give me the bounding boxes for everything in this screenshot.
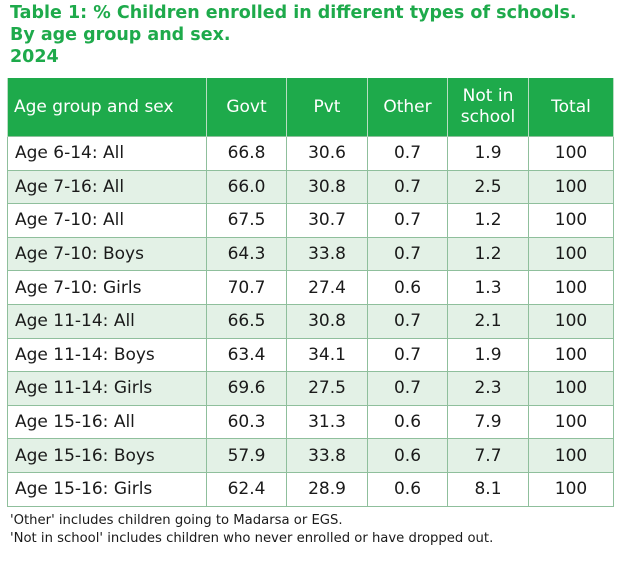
cell-pvt: 31.3 (286, 404, 368, 440)
note-not-in-school: 'Not in school' includes children who ne… (10, 531, 494, 546)
cell-pvt: 33.8 (286, 236, 368, 272)
header-other: Other (367, 78, 448, 137)
cell-total: 100 (528, 404, 614, 440)
cell-other: 0.6 (367, 270, 448, 305)
cell-pvt: 30.8 (286, 303, 368, 339)
cell-other: 0.7 (367, 371, 448, 406)
row-label: Age 7-10: All (7, 203, 207, 238)
cell-other: 0.7 (367, 236, 448, 272)
cell-other: 0.6 (367, 471, 448, 507)
cell-total: 100 (528, 438, 614, 473)
table-title: Table 1: % Children enrolled in differen… (10, 2, 615, 68)
title-line-1: Table 1: % Children enrolled in differen… (10, 3, 577, 23)
cell-govt: 66.0 (206, 169, 287, 205)
cell-govt: 67.5 (206, 203, 287, 238)
cell-not-in-school: 1.2 (447, 203, 529, 238)
cell-govt: 63.4 (206, 337, 287, 373)
note-other: 'Other' includes children going to Madar… (10, 513, 343, 528)
cell-total: 100 (528, 203, 614, 238)
cell-govt: 62.4 (206, 471, 287, 507)
cell-pvt: 34.1 (286, 337, 368, 373)
row-label: Age 15-16: All (7, 404, 207, 440)
cell-pvt: 28.9 (286, 471, 368, 507)
cell-other: 0.7 (367, 169, 448, 205)
cell-govt: 70.7 (206, 270, 287, 305)
cell-total: 100 (528, 371, 614, 406)
table-row: Age 6-14: All 66.8 30.6 0.7 1.9 100 (7, 136, 614, 171)
title-line-year: 2024 (10, 47, 59, 67)
table-row: Age 7-10: All 67.5 30.7 0.7 1.2 100 (7, 203, 614, 238)
cell-pvt: 27.4 (286, 270, 368, 305)
row-label: Age 11-14: All (7, 303, 207, 339)
cell-not-in-school: 7.7 (447, 438, 529, 473)
cell-pvt: 30.7 (286, 203, 368, 238)
cell-other: 0.6 (367, 404, 448, 440)
cell-total: 100 (528, 270, 614, 305)
row-label: Age 7-16: All (7, 169, 207, 205)
table-row: Age 15-16: Girls 62.4 28.9 0.6 8.1 100 (7, 471, 614, 507)
cell-total: 100 (528, 169, 614, 205)
cell-total: 100 (528, 136, 614, 171)
header-pvt: Pvt (286, 78, 368, 137)
table-row: Age 15-16: All 60.3 31.3 0.6 7.9 100 (7, 404, 614, 440)
table-row: Age 15-16: Boys 57.9 33.8 0.6 7.7 100 (7, 438, 614, 473)
cell-other: 0.7 (367, 203, 448, 238)
table-row: Age 11-14: All 66.5 30.8 0.7 2.1 100 (7, 303, 614, 339)
cell-other: 0.7 (367, 303, 448, 339)
header-not-in-school: Not in school (447, 78, 529, 137)
row-label: Age 7-10: Boys (7, 236, 207, 272)
cell-other: 0.7 (367, 337, 448, 373)
cell-govt: 69.6 (206, 371, 287, 406)
cell-not-in-school: 2.5 (447, 169, 529, 205)
title-line-2: By age group and sex. (10, 25, 231, 45)
cell-not-in-school: 7.9 (447, 404, 529, 440)
cell-not-in-school: 1.2 (447, 236, 529, 272)
cell-total: 100 (528, 337, 614, 373)
cell-govt: 66.8 (206, 136, 287, 171)
cell-govt: 66.5 (206, 303, 287, 339)
row-label: Age 7-10: Girls (7, 270, 207, 305)
cell-not-in-school: 1.3 (447, 270, 529, 305)
cell-other: 0.7 (367, 136, 448, 171)
table-row: Age 11-14: Girls 69.6 27.5 0.7 2.3 100 (7, 371, 614, 406)
table-row: Age 7-10: Girls 70.7 27.4 0.6 1.3 100 (7, 270, 614, 305)
row-label: Age 6-14: All (7, 136, 207, 171)
cell-govt: 57.9 (206, 438, 287, 473)
cell-total: 100 (528, 236, 614, 272)
cell-pvt: 30.6 (286, 136, 368, 171)
row-label: Age 11-14: Girls (7, 371, 207, 406)
cell-pvt: 33.8 (286, 438, 368, 473)
table-row: Age 7-16: All 66.0 30.8 0.7 2.5 100 (7, 169, 614, 205)
row-label: Age 15-16: Girls (7, 471, 207, 507)
table-notes: 'Other' includes children going to Madar… (10, 512, 615, 548)
header-not-in-school-line-1: Not in (462, 86, 514, 106)
table-row: Age 7-10: Boys 64.3 33.8 0.7 1.2 100 (7, 236, 614, 272)
cell-govt: 60.3 (206, 404, 287, 440)
row-label: Age 15-16: Boys (7, 438, 207, 473)
header-govt: Govt (206, 78, 287, 137)
cell-not-in-school: 8.1 (447, 471, 529, 507)
table-row: Age 11-14: Boys 63.4 34.1 0.7 1.9 100 (7, 337, 614, 373)
cell-not-in-school: 1.9 (447, 337, 529, 373)
cell-not-in-school: 2.1 (447, 303, 529, 339)
cell-not-in-school: 2.3 (447, 371, 529, 406)
header-not-in-school-line-2: school (460, 107, 516, 127)
header-row: Age group and sex Govt Pvt Other Not in … (7, 78, 614, 137)
header-total: Total (528, 78, 614, 137)
cell-pvt: 27.5 (286, 371, 368, 406)
cell-not-in-school: 1.9 (447, 136, 529, 171)
row-label: Age 11-14: Boys (7, 337, 207, 373)
cell-pvt: 30.8 (286, 169, 368, 205)
cell-govt: 64.3 (206, 236, 287, 272)
cell-total: 100 (528, 303, 614, 339)
cell-total: 100 (528, 471, 614, 507)
enrollment-table: Age group and sex Govt Pvt Other Not in … (7, 78, 614, 507)
header-age-group-and-sex: Age group and sex (7, 78, 207, 137)
cell-other: 0.6 (367, 438, 448, 473)
